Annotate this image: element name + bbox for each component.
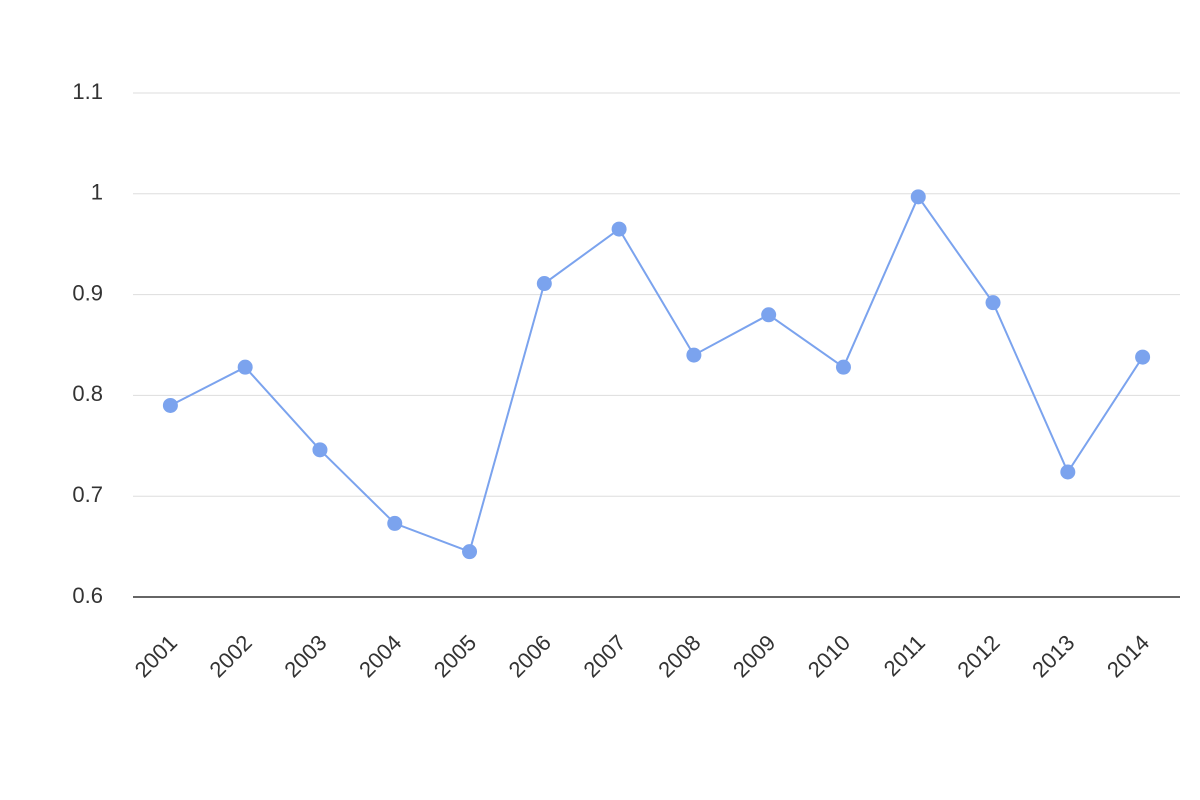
line [169, 194, 1144, 553]
x-tick-label: 2010 [803, 630, 855, 682]
x-tick-label: 2006 [504, 630, 556, 682]
point [835, 359, 851, 375]
x-tick-label: 2007 [578, 630, 630, 682]
point [237, 359, 253, 375]
x-tick-label: 2014 [1102, 630, 1154, 682]
x-tick-label: 2003 [279, 630, 331, 682]
y-tick-label: 1.1 [72, 79, 103, 104]
point [761, 307, 777, 323]
x-tick-label: 2004 [354, 630, 406, 682]
point [985, 295, 1001, 311]
x-tick-label: 2012 [952, 630, 1004, 682]
x-tick-label: 2013 [1027, 630, 1079, 682]
x-tick-label: 2008 [653, 630, 705, 682]
point [162, 397, 178, 413]
x-tick-label: 2009 [728, 630, 780, 682]
x-tick-label: 2001 [130, 630, 182, 682]
point [1060, 464, 1076, 480]
point [611, 221, 627, 237]
x-tick-label: 2002 [205, 630, 257, 682]
point [1135, 349, 1151, 365]
y-tick-label: 0.7 [72, 482, 103, 507]
point [910, 189, 926, 205]
y-tick-label: 0.9 [72, 280, 103, 305]
y-tick-label: 1 [91, 180, 103, 205]
y-tick-label: 0.8 [72, 381, 103, 406]
point [387, 515, 403, 531]
y-tick-label: 0.6 [72, 583, 103, 608]
x-tick-label: 2011 [879, 630, 930, 681]
point [462, 544, 478, 560]
point [536, 276, 552, 292]
point [686, 347, 702, 363]
point [312, 442, 328, 458]
x-tick-label: 2005 [429, 630, 481, 682]
